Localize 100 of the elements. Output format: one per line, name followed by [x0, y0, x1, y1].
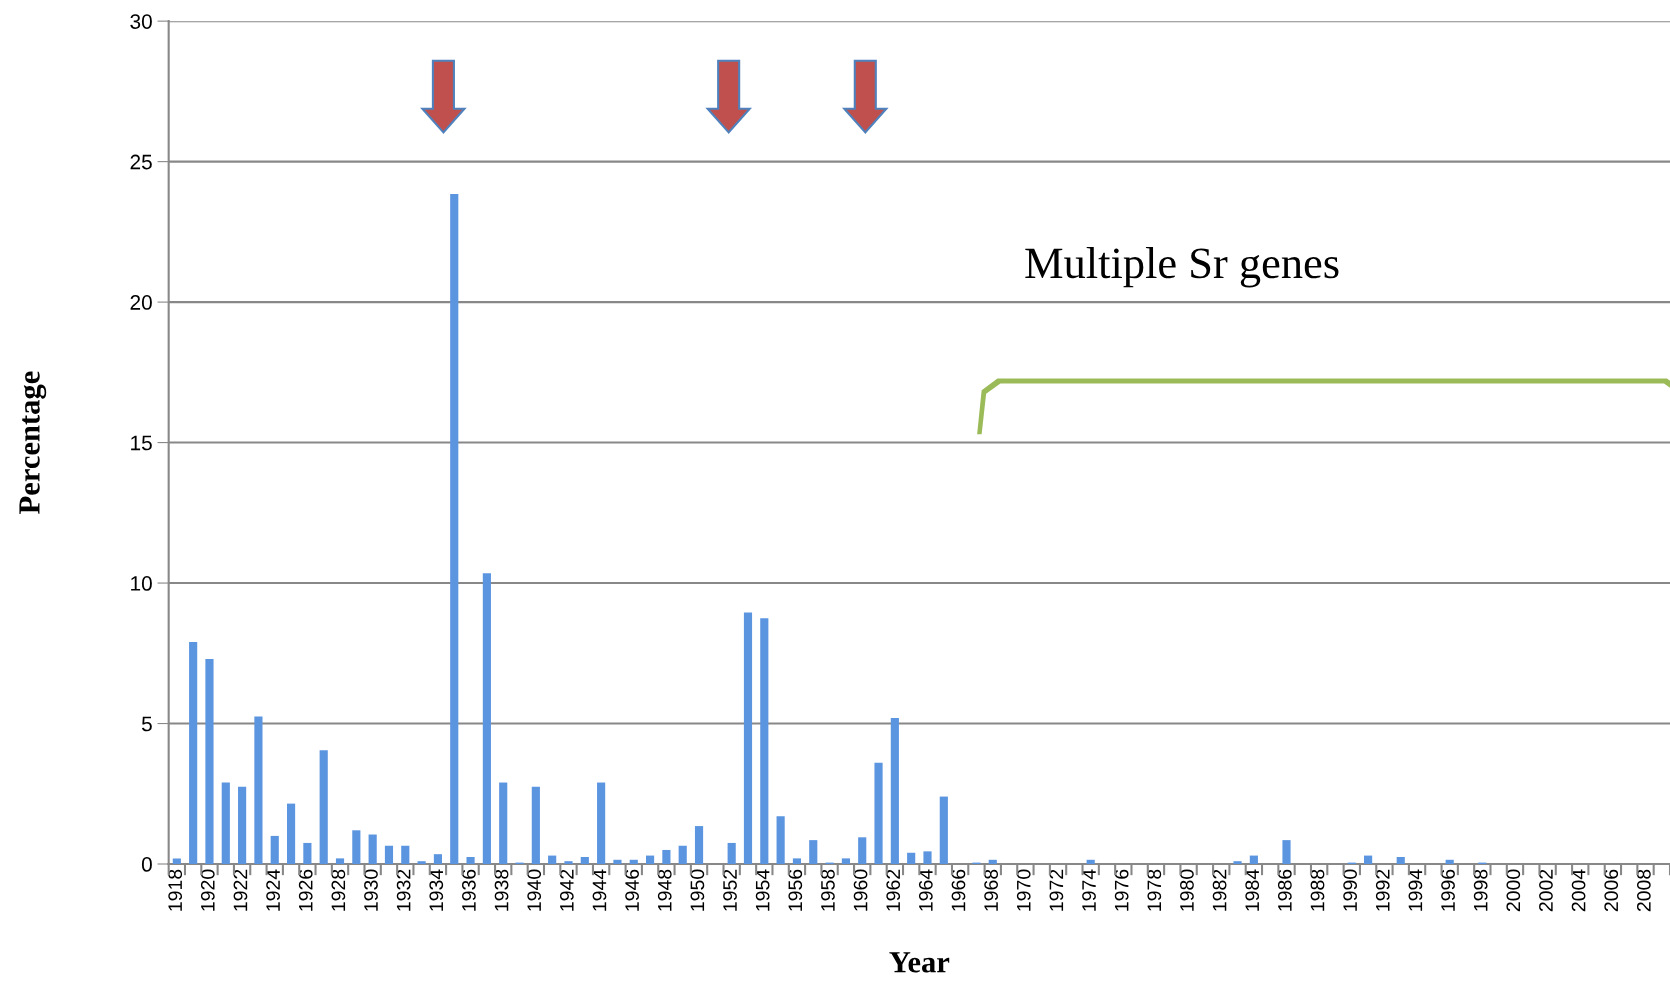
x-tick-label: 1938 [494, 869, 509, 911]
x-tick-label: 1980 [1180, 869, 1194, 911]
bar [450, 193, 459, 865]
y-tick-label: 10 [131, 576, 152, 591]
x-tick-label: 1926 [298, 869, 313, 911]
annotation: Multiple Sr genes [1025, 247, 1339, 288]
x-tick-label: 1920 [200, 869, 215, 911]
x-tick-label: 1978 [1147, 869, 1162, 911]
x-tick-label: 1956 [788, 869, 803, 911]
x-tick-label: 1990 [1343, 869, 1357, 911]
bar [907, 852, 916, 865]
bar [874, 762, 883, 865]
y-tick-label: 5 [141, 716, 152, 732]
x-tick-label: 1984 [1245, 869, 1260, 911]
bar [466, 856, 475, 865]
bar [221, 782, 230, 865]
x-tick-label: 1946 [625, 869, 639, 911]
bar [172, 858, 181, 865]
bar [629, 859, 638, 865]
bar [662, 849, 671, 865]
bar [792, 858, 802, 865]
x-tick-label: 1918 [168, 869, 183, 911]
x-tick-label: 1928 [331, 869, 346, 911]
x-tick-label: 1968 [984, 869, 998, 911]
bar [1396, 856, 1405, 865]
bar [1445, 859, 1454, 865]
x-tick-label: 1942 [559, 869, 574, 911]
x-tick-label: 1988 [1310, 869, 1325, 911]
bar [352, 830, 361, 865]
x-tick-label: 1996 [1441, 869, 1455, 911]
x-tick-label: 2002 [1539, 869, 1553, 912]
x-tick-label: 1954 [755, 869, 770, 911]
x-tick-label: 2008 [1636, 869, 1651, 912]
bar [482, 573, 491, 865]
y-tick-label: 20 [130, 295, 152, 310]
x-tick-label: 2000 [1506, 869, 1521, 912]
bar [433, 854, 443, 865]
x-tick-label: 1964 [918, 869, 933, 911]
x-tick-label: 1970 [1016, 869, 1031, 911]
x-tick-label: 1966 [951, 869, 966, 911]
y-tick-label: 25 [130, 154, 152, 170]
y-tick-label: 30 [130, 14, 152, 29]
y-tick-label: 0 [141, 857, 152, 872]
bar [303, 842, 312, 865]
bar [254, 716, 263, 865]
y-axis-title: Percentage [19, 371, 47, 514]
x-tick-label: 1998 [1473, 869, 1488, 911]
x-tick-label: 2006 [1604, 869, 1619, 912]
bar [988, 859, 997, 865]
y-tick-label: 15 [131, 435, 152, 451]
x-tick-label: 1924 [266, 869, 280, 911]
bar [1086, 859, 1095, 865]
bar [417, 861, 426, 865]
bar [1364, 855, 1373, 865]
x-tick-label: 1952 [723, 869, 737, 911]
bar [646, 855, 655, 865]
bar [189, 642, 198, 865]
x-tick-label: 2004 [1571, 869, 1586, 912]
x-tick-label: 1934 [429, 869, 444, 911]
bar [238, 786, 247, 865]
bar [858, 837, 867, 865]
x-tick-label: 1962 [886, 869, 901, 911]
bar [694, 826, 704, 865]
x-axis-title: Year [889, 952, 950, 973]
x-tick-label: 1948 [657, 869, 672, 911]
bar [1233, 861, 1242, 865]
bar [319, 750, 328, 865]
bar [890, 717, 899, 865]
bar [580, 856, 589, 865]
x-tick-label: 1972 [1049, 869, 1064, 911]
x-tick-label: 1930 [364, 869, 378, 911]
bar [678, 845, 687, 865]
bar [548, 855, 557, 865]
x-tick-label: 1932 [396, 869, 411, 911]
x-tick-label: 1976 [1114, 869, 1129, 911]
bar [286, 803, 296, 865]
bar [564, 861, 573, 865]
bar [939, 796, 948, 865]
x-tick-label: 1944 [592, 869, 607, 911]
bar [597, 782, 606, 865]
bar [368, 834, 377, 865]
x-tick-label: 1936 [462, 869, 476, 911]
bar [1282, 840, 1291, 865]
x-tick-label: 1974 [1082, 869, 1096, 911]
bar [335, 858, 345, 865]
bar [270, 835, 279, 865]
bar [776, 816, 785, 865]
x-tick-label: 1982 [1212, 869, 1227, 911]
bar [1249, 855, 1258, 865]
bar [923, 851, 932, 865]
bar [499, 782, 508, 865]
x-tick-label: 1986 [1277, 869, 1292, 911]
bar [841, 858, 850, 865]
bar [743, 612, 753, 865]
bar [613, 859, 622, 865]
x-tick-label: 1950 [690, 869, 705, 911]
x-tick-label: 1994 [1408, 869, 1423, 911]
bar [401, 845, 410, 865]
x-tick-label: 1940 [527, 869, 542, 911]
bar [760, 618, 769, 865]
